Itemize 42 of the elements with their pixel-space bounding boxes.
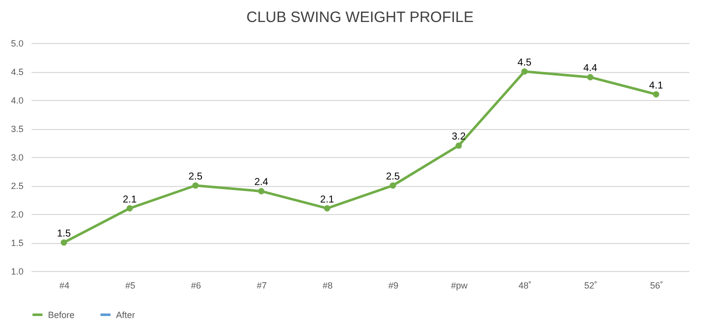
point [192,182,199,189]
x-tick-label: 48˚ [518,280,532,290]
data-label: 4.1 [649,80,664,92]
x-tick-label: 52˚ [584,280,598,290]
data-label: 2.5 [386,172,400,182]
y-tick-label: 3.0 [10,152,24,162]
point [126,205,133,212]
y-tick-label: 2.0 [10,210,24,220]
x-tick-label: #4 [59,280,70,290]
data-label: 2.1 [122,194,138,206]
legend-label: After [116,310,136,320]
y-tick-label: 5.0 [10,38,24,48]
data-label: 2.5 [188,172,203,182]
point [587,74,594,80]
point [390,182,396,189]
data-label: 1.5 [56,228,72,240]
legend-label: Before [48,310,75,320]
point [324,205,330,212]
y-tick-label: 2.5 [10,181,24,191]
y-tick-label: 1.0 [10,266,24,276]
data-label: 2.4 [254,177,269,188]
x-tick-label: #9 [388,280,398,290]
y-tick-label: 4.0 [10,96,24,106]
chart-title: CLUB SWING WEIGHT PROFILE [246,9,474,26]
x-tick-label: #7 [256,280,267,290]
data-label: 3.2 [452,132,466,143]
data-label: 4.5 [518,58,532,68]
y-tick-label: 1.5 [10,238,24,248]
x-tick-label: #5 [125,280,136,290]
point [521,68,528,75]
point [456,142,462,149]
x-tick-label: #pw [450,280,468,290]
data-label: 2.1 [320,194,334,206]
y-tick-label: 3.5 [10,124,24,134]
x-tick-label: #8 [322,280,333,290]
data-label: 4.4 [583,63,598,74]
point [652,91,660,98]
point [60,239,68,246]
point [258,188,264,194]
x-tick-label: #6 [190,280,202,290]
x-tick-label: 56˚ [650,280,664,290]
y-tick-label: 4.5 [10,67,24,77]
